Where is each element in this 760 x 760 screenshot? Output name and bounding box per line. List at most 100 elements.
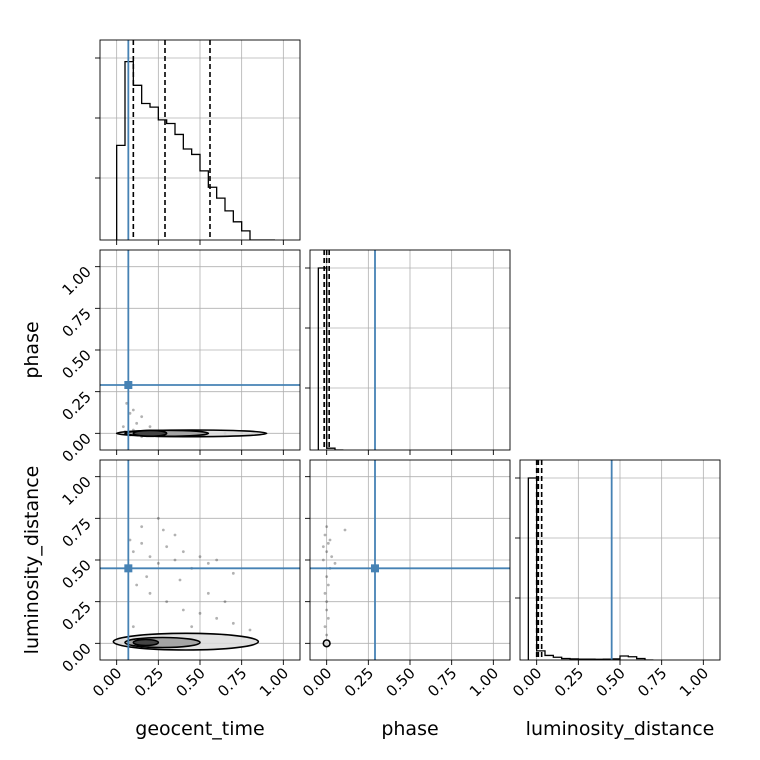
x-tick-label: 0.75 xyxy=(424,664,460,700)
scatter-point xyxy=(125,401,129,405)
scatter-point xyxy=(135,583,139,587)
scatter-point xyxy=(140,525,144,529)
panel-content xyxy=(100,460,300,660)
scatter-point xyxy=(330,555,334,559)
x-tick-label: 0.00 xyxy=(299,664,335,700)
scatter-point xyxy=(231,571,235,575)
scatter-point xyxy=(135,421,139,425)
y-tick-label: 0.25 xyxy=(58,598,94,634)
panel-geocent_time-geocent_time xyxy=(95,39,301,245)
scatter-point xyxy=(128,538,132,542)
scatter-point xyxy=(131,550,135,554)
scatter-point xyxy=(131,625,135,629)
scatter-point xyxy=(326,583,330,587)
scatter-point xyxy=(248,628,252,632)
scatter-point xyxy=(326,541,330,545)
scatter-point xyxy=(323,533,327,537)
y-axis-label-luminosity_distance: luminosity_distance xyxy=(21,466,43,655)
contour-level xyxy=(322,639,331,648)
x-axis-label-luminosity_distance: luminosity_distance xyxy=(526,718,715,740)
panel-luminosity_distance-phase: 0.00 0.25 0.50 0.75 1.00 xyxy=(299,459,511,700)
y-tick-label: 0.50 xyxy=(58,346,94,382)
scatter-point xyxy=(161,528,165,532)
y-tick-label: 0.00 xyxy=(58,429,94,465)
histogram-phase xyxy=(317,267,344,450)
panel-phase-phase xyxy=(305,249,511,455)
scatter-point xyxy=(148,591,152,595)
scatter-point xyxy=(173,558,177,562)
x-tick-label: 0.50 xyxy=(592,664,628,700)
truth-marker xyxy=(124,564,133,573)
scatter-point xyxy=(343,528,347,532)
x-tick-label: 1.00 xyxy=(256,664,292,700)
scatter-point xyxy=(173,533,177,537)
x-tick-label: 0.75 xyxy=(214,664,250,700)
truth-marker xyxy=(371,564,379,573)
scatter-point xyxy=(326,616,330,620)
x-tick-label: 0.00 xyxy=(89,664,125,700)
y-tick-label: 0.00 xyxy=(58,639,94,675)
scatter-point xyxy=(323,591,327,595)
scatter-point xyxy=(148,425,152,429)
scatter-point xyxy=(140,541,144,545)
y-tick-label: 0.50 xyxy=(58,556,94,592)
scatter-point xyxy=(206,561,210,565)
scatter-point xyxy=(231,621,235,625)
panel-content xyxy=(100,40,300,240)
histogram-geocent_time xyxy=(116,60,275,240)
scatter-point xyxy=(215,616,219,620)
scatter-point xyxy=(198,555,202,559)
scatter-point xyxy=(145,575,149,579)
y-tick-label: 1.00 xyxy=(58,263,94,299)
x-tick-label: 1.00 xyxy=(466,664,502,700)
y-tick-label: 0.75 xyxy=(58,514,94,550)
x-tick-label: 0.25 xyxy=(341,664,377,700)
truth-marker xyxy=(124,381,133,389)
y-tick-label: 0.25 xyxy=(58,388,94,424)
scatter-point xyxy=(215,558,219,562)
scatter-point xyxy=(181,550,185,554)
scatter-point xyxy=(323,625,327,629)
panel-content xyxy=(100,250,300,450)
scatter-point xyxy=(121,425,125,429)
scatter-point xyxy=(321,558,325,562)
panel-luminosity_distance-luminosity_distance: 0.00 0.25 0.50 0.75 1.00 xyxy=(509,459,721,700)
scatter-point xyxy=(325,525,329,529)
panel-phase-geocent_time: 0.00 0.25 0.50 0.75 1.00 xyxy=(58,249,301,466)
x-tick-label: 0.25 xyxy=(551,664,587,700)
panel-luminosity_distance-geocent_time: 0.00 0.25 0.50 0.75 1.000.000.250.500.751.00 xyxy=(58,459,301,700)
x-tick-label: 0.50 xyxy=(382,664,418,700)
y-tick-label: 1.00 xyxy=(58,473,94,509)
scatter-point xyxy=(165,545,169,549)
y-tick-label: 0.75 xyxy=(58,304,94,340)
panel-content xyxy=(310,460,510,660)
scatter-point xyxy=(325,550,329,554)
y-axis-label-phase: phase xyxy=(21,321,43,378)
x-tick-label: 1.00 xyxy=(676,664,712,700)
scatter-point xyxy=(325,600,329,604)
scatter-point xyxy=(325,575,329,579)
contour-level xyxy=(132,429,168,438)
scatter-point xyxy=(128,411,132,415)
scatter-point xyxy=(181,608,185,612)
panel-content xyxy=(520,460,720,660)
x-tick-label: 0.75 xyxy=(634,664,670,700)
scatter-point xyxy=(328,538,332,542)
x-tick-label: 0.00 xyxy=(509,664,545,700)
x-tick-label: 0.50 xyxy=(172,664,208,700)
x-axis-label-geocent_time: geocent_time xyxy=(135,718,264,740)
scatter-point xyxy=(178,578,182,582)
scatter-point xyxy=(325,633,329,637)
scatter-point xyxy=(131,408,135,412)
scatter-point xyxy=(321,545,325,549)
x-axis-label-phase: phase xyxy=(381,718,438,740)
histogram-luminosity_distance xyxy=(527,477,654,660)
scatter-point xyxy=(198,611,202,615)
panel-content xyxy=(310,250,510,450)
scatter-point xyxy=(156,561,160,565)
scatter-point xyxy=(190,625,194,629)
scatter-point xyxy=(206,591,210,595)
scatter-point xyxy=(140,415,144,419)
x-tick-label: 0.25 xyxy=(131,664,167,700)
